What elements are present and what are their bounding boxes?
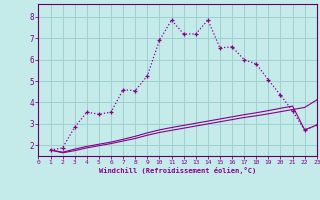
X-axis label: Windchill (Refroidissement éolien,°C): Windchill (Refroidissement éolien,°C): [99, 167, 256, 174]
